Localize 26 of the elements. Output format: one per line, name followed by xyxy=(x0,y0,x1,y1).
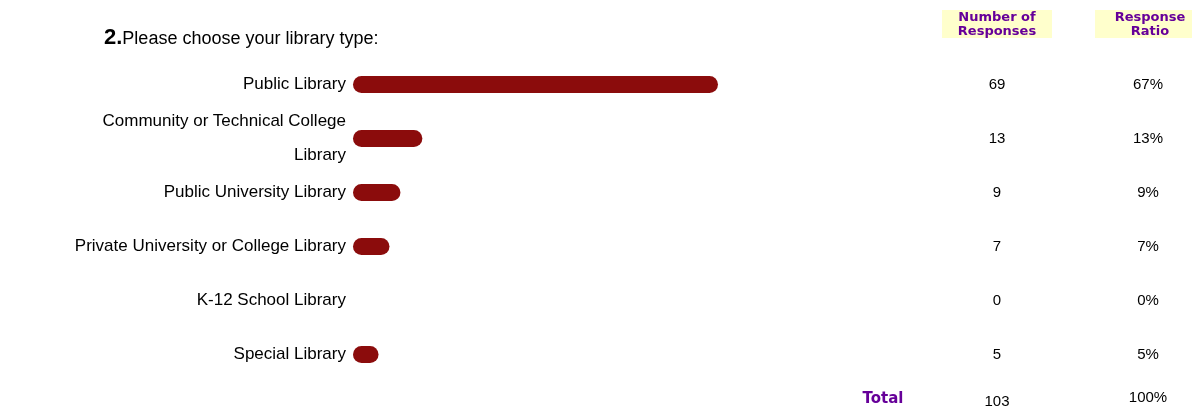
text: 9% xyxy=(1136,183,1160,200)
y-tick-label: Public University Library xyxy=(163,181,346,203)
text: 103 xyxy=(983,392,1011,409)
bar xyxy=(353,130,423,147)
text: 100% xyxy=(1127,388,1169,405)
text: 0 xyxy=(991,291,1003,308)
y-tick-label: Public Library xyxy=(243,73,346,95)
text: 13 xyxy=(987,129,1007,146)
text: 5% xyxy=(1136,345,1160,362)
text: 5 xyxy=(991,345,1003,362)
text: 0% xyxy=(1136,291,1160,308)
y-tick-label: Community or Technical College Library xyxy=(101,110,346,166)
text: 9 xyxy=(991,183,1003,200)
y-tick-label: Private University or College Library xyxy=(74,235,346,257)
text: Response Ratio xyxy=(1095,9,1192,38)
y-tick-label: K-12 School Library xyxy=(196,289,346,311)
text: 69 xyxy=(987,75,1007,92)
text: 13% xyxy=(1132,129,1164,146)
text: 7% xyxy=(1136,237,1160,254)
bar xyxy=(353,76,718,93)
text: 67% xyxy=(1132,75,1164,92)
y-tick-label: Special Library xyxy=(233,343,346,365)
text: Number of Responses xyxy=(942,9,1052,38)
chart-title: 2.Please choose your library type: xyxy=(104,24,379,50)
text: Total xyxy=(861,389,905,407)
text: 7 xyxy=(991,237,1003,254)
